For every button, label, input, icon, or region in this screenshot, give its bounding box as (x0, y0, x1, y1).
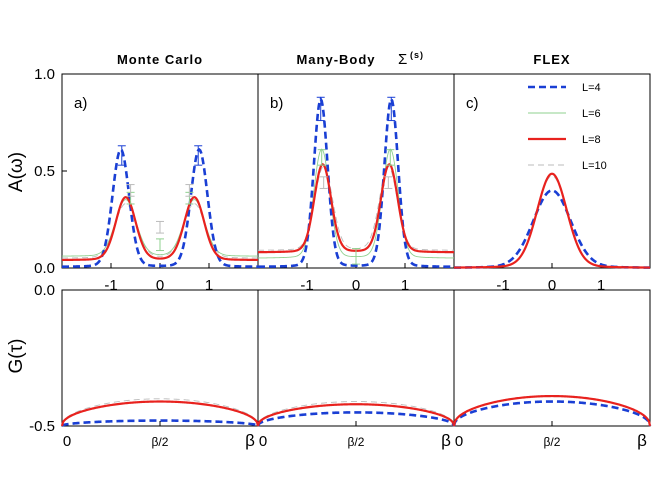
x-tick-label: 0 (156, 277, 164, 294)
spectral-line-L10 (453, 175, 651, 269)
y-axis-label: G(τ) (6, 339, 27, 374)
green-panel-frame (257, 289, 455, 427)
x-tick-label: 1 (401, 277, 409, 294)
x-tick-label: β/2 (348, 435, 365, 449)
spectral-line-L6 (61, 199, 259, 257)
x-tick-label: 0 (548, 277, 556, 294)
x-tick-label: 1 (597, 277, 605, 294)
spectral-panel-frame (257, 73, 455, 269)
spectral-line-L4 (61, 147, 259, 268)
sigma-superscript: (s) (410, 50, 424, 60)
y-tick-label: 0.5 (34, 163, 55, 180)
y-tick-label: -0.5 (29, 418, 55, 435)
x-tick-label: β/2 (544, 435, 561, 449)
legend-label: L=10 (582, 160, 607, 172)
spectral-line-L10 (62, 203, 258, 259)
x-tick-label: -1 (104, 277, 117, 294)
sigma-symbol: Σ (398, 51, 408, 68)
green-line-L8 (452, 394, 652, 427)
spectral-line-L8 (61, 196, 259, 262)
x-tick-label: β (637, 431, 647, 450)
green-line-L8 (256, 403, 456, 427)
x-tick-label: -1 (300, 277, 313, 294)
legend-label: L=8 (582, 134, 601, 146)
spectral-panel-frame (453, 73, 651, 269)
x-tick-label: 0 (352, 277, 360, 294)
spectral-line-L4 (257, 96, 455, 269)
spectral-line-L6 (453, 173, 651, 269)
x-tick-label: 0 (63, 433, 71, 450)
panel-label: b) (270, 95, 283, 112)
panel-title: Monte Carlo (117, 52, 203, 67)
spectral-line-L10 (257, 165, 455, 251)
green-panel-frame (61, 289, 259, 427)
x-tick-label: 0 (455, 433, 463, 450)
spectral-line-L8 (257, 162, 455, 254)
spectral-line-L8 (453, 172, 651, 269)
x-tick-label: β (441, 431, 451, 450)
x-tick-label: -1 (496, 277, 509, 294)
green-line-L4 (61, 419, 259, 427)
y-axis-label: A(ω) (6, 152, 27, 192)
green-line-L10 (61, 398, 259, 427)
panel-title: Many-Body (296, 52, 375, 67)
x-tick-label: 0 (259, 433, 267, 450)
legend-label: L=6 (582, 108, 601, 120)
labels: -1 0 1 0 β/2 β Monte Carlo a) -1 0 1 0 β/2 β Many-Body… (6, 50, 647, 450)
y-tick-label: 0.0 (34, 282, 55, 299)
panel-title: FLEX (533, 52, 570, 67)
y-tick-label: 1.0 (34, 66, 55, 83)
y-tick-label: 0.0 (34, 260, 55, 277)
legend-label: L=4 (582, 82, 601, 94)
x-tick-label: β/2 (152, 435, 169, 449)
curves (60, 96, 652, 427)
spectral-line-L4 (453, 189, 651, 269)
x-tick-label: 1 (205, 277, 213, 294)
green-line-L10 (257, 401, 455, 427)
panel-label: a) (74, 95, 87, 112)
green-line-L4 (256, 411, 456, 427)
x-tick-label: β (245, 431, 255, 450)
green-line-L4 (452, 400, 652, 427)
panel-label: c) (466, 95, 479, 112)
spectral-line-L6 (257, 148, 455, 259)
green-line-L8 (60, 400, 260, 427)
